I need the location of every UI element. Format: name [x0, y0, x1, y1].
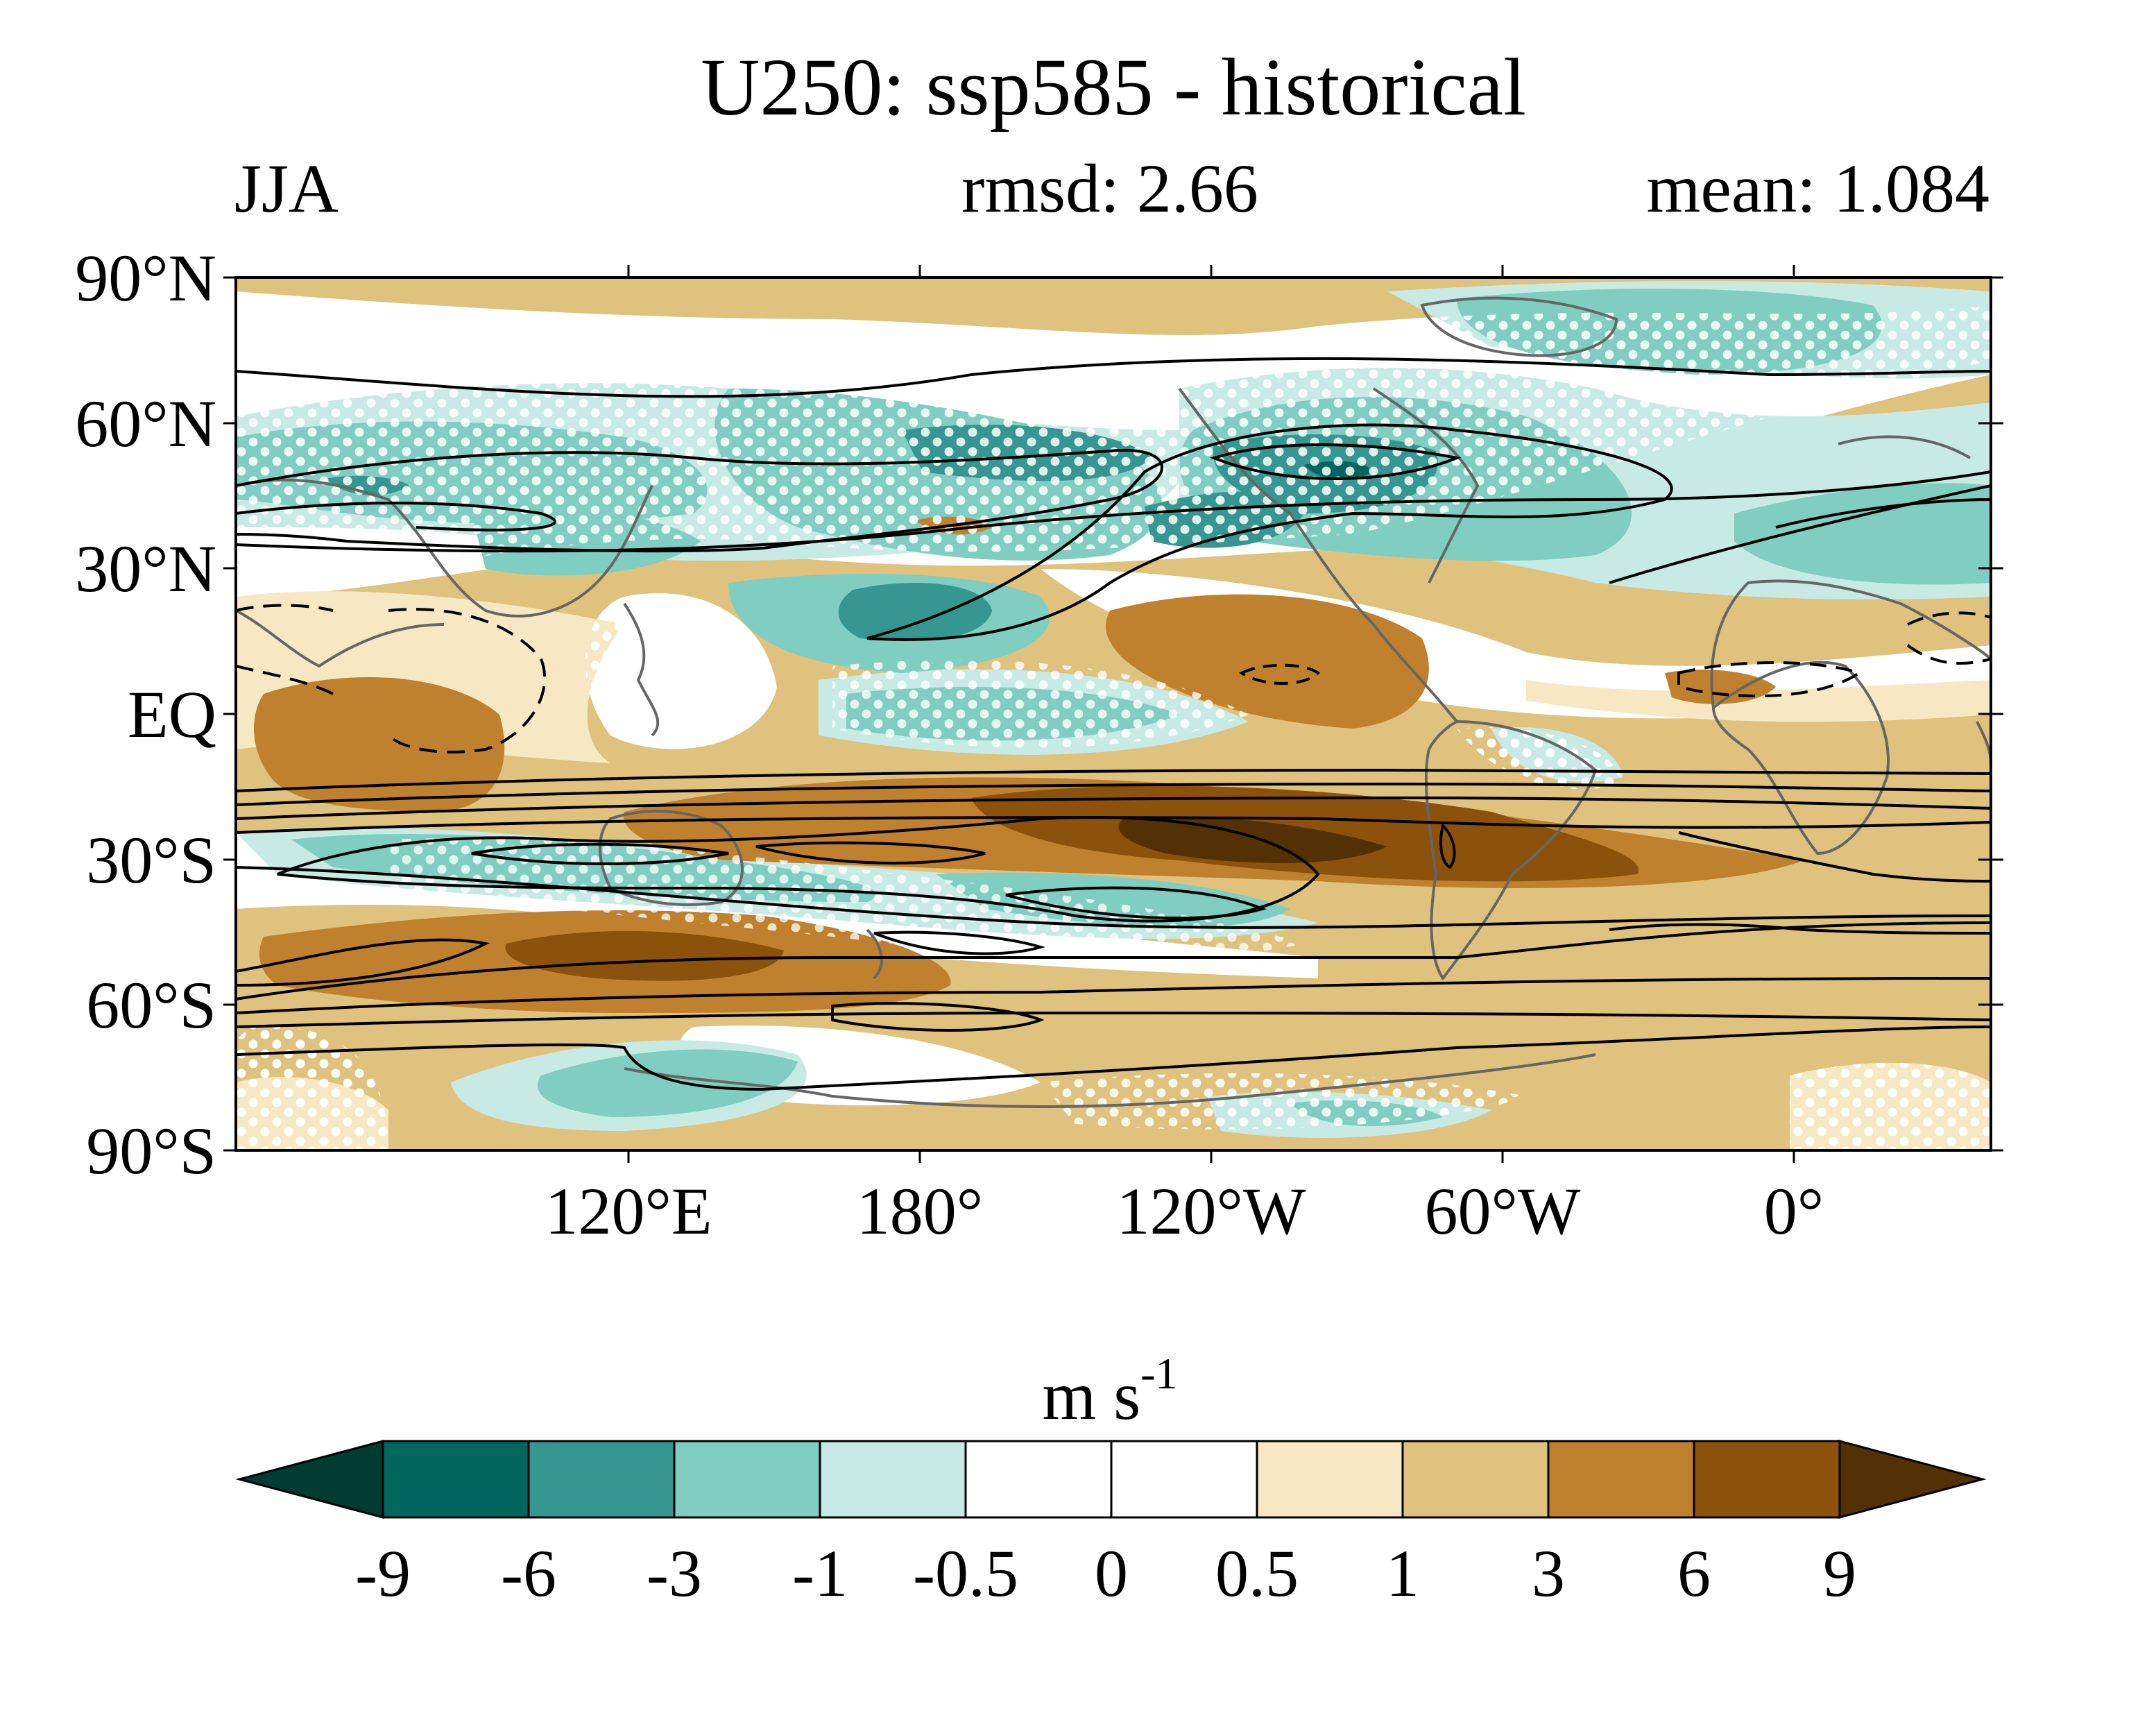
- colorbar-swatch: [527, 1440, 676, 1519]
- lat-label-eq: EQ: [128, 677, 216, 751]
- lon-label-180: 180°: [857, 1174, 983, 1248]
- rmsd-label: rmsd: 2.66: [961, 150, 1258, 227]
- tick-marks: [223, 265, 2003, 1163]
- colorbar-tick-label: -6: [501, 1536, 556, 1610]
- climatology-contours: [236, 357, 1991, 1091]
- lon-label-60w: 60°W: [1425, 1174, 1581, 1248]
- mean-label: mean: 1.084: [1647, 150, 1990, 227]
- colorbar-swatch: [1547, 1440, 1695, 1519]
- lon-label-120e: 120°E: [545, 1174, 712, 1248]
- colorbar-tick-label: 9: [1823, 1536, 1856, 1610]
- lon-label-0: 0°: [1764, 1174, 1824, 1248]
- colorbar-under-triangle: [235, 1440, 384, 1519]
- lat-label-90s: 90°S: [86, 1114, 216, 1188]
- season-label: JJA: [234, 150, 339, 227]
- colorbar-swatch: [382, 1440, 530, 1519]
- lat-label-60s: 60°S: [86, 968, 216, 1042]
- lat-label-90n: 90°N: [75, 241, 216, 315]
- lon-label-120w: 120°W: [1117, 1174, 1306, 1248]
- colorbar-swatch: [1110, 1440, 1258, 1519]
- colorbar-tick-label: 0.5: [1215, 1536, 1299, 1610]
- colorbar-swatch: [1693, 1440, 1841, 1519]
- colorbar-tick-label: -3: [647, 1536, 702, 1610]
- colorbar-swatch: [819, 1440, 967, 1519]
- lat-label-30n: 30°N: [75, 531, 216, 606]
- lat-label-30s: 30°S: [86, 823, 216, 897]
- colorbar-swatch: [1401, 1440, 1550, 1519]
- colorbar-swatch: [1256, 1440, 1404, 1519]
- colorbar: m s-1 -9 -6 -3 -1 -0.5 0 0.5 1 3 6 9: [235, 1349, 1987, 1610]
- colorbar-tick-labels: -9 -6 -3 -1 -0.5 0 0.5 1 3 6 9: [355, 1536, 1856, 1610]
- colorbar-swatch: [673, 1440, 821, 1519]
- colorbar-tick-label: 1: [1386, 1536, 1419, 1610]
- colorbar-tick-label: 0: [1095, 1536, 1128, 1610]
- colorbar-tick-label: -0.5: [913, 1536, 1018, 1610]
- map-panel: 90°N 60°N 30°N EQ 30°S 60°S 90°S 120°E 1…: [75, 241, 2003, 1248]
- colorbar-tick-label: 6: [1677, 1536, 1711, 1610]
- colorbar-swatch: [964, 1440, 1113, 1519]
- colorbar-tick-label: -9: [355, 1536, 411, 1610]
- deepest-brown-regions: [1118, 817, 1387, 863]
- colorbar-over-triangle: [1838, 1440, 1987, 1519]
- colorbar-tick-label: -1: [792, 1536, 848, 1610]
- colorbar-swatches: [382, 1440, 1841, 1519]
- colorbar-tick-label: 3: [1532, 1536, 1565, 1610]
- figure-title: U250: ssp585 - historical: [701, 42, 1526, 133]
- colorbar-unit: m s-1: [1042, 1349, 1177, 1434]
- lat-label-60n: 60°N: [75, 386, 216, 461]
